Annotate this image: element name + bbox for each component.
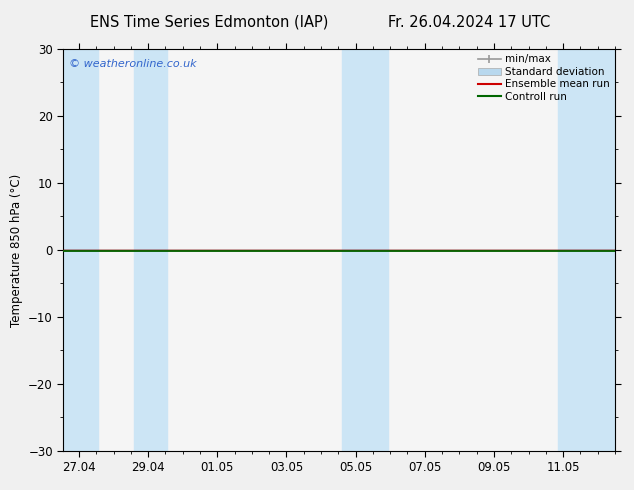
Bar <box>63 49 98 451</box>
Text: © weatheronline.co.uk: © weatheronline.co.uk <box>69 59 197 69</box>
Bar <box>342 49 389 451</box>
Bar <box>558 49 615 451</box>
Legend: min/max, Standard deviation, Ensemble mean run, Controll run: min/max, Standard deviation, Ensemble me… <box>476 52 612 104</box>
Text: ENS Time Series Edmonton (IAP): ENS Time Series Edmonton (IAP) <box>90 15 328 30</box>
Bar <box>134 49 167 451</box>
Y-axis label: Temperature 850 hPa (°C): Temperature 850 hPa (°C) <box>10 173 23 326</box>
Text: Fr. 26.04.2024 17 UTC: Fr. 26.04.2024 17 UTC <box>388 15 550 30</box>
